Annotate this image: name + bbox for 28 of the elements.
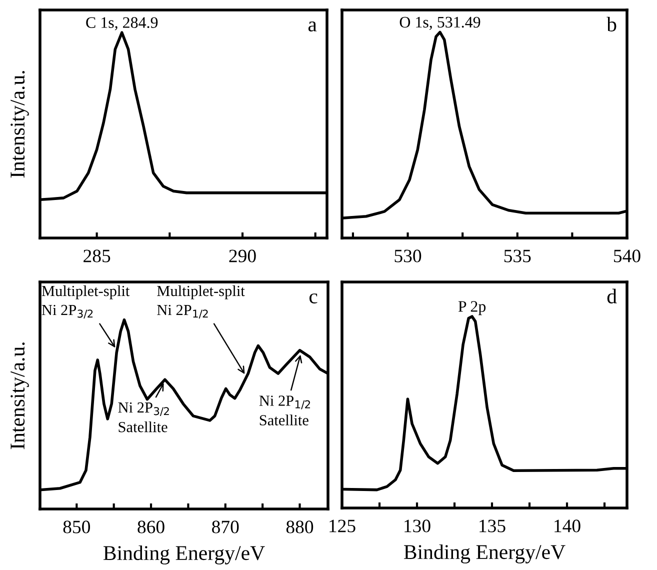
x-tick-label: 140	[554, 520, 580, 532]
y-axis-title: Intensity/a.u.	[10, 70, 29, 178]
chart-title: b	[606, 16, 616, 32]
chart-title: d	[607, 288, 617, 304]
x-tick-label: 135	[480, 520, 506, 532]
x-tick-label: 850	[63, 520, 90, 534]
annotation: C 1s, 284.9	[86, 17, 158, 30]
annotation: Multiplet-split Ni 2P$_{1/2}$	[157, 285, 245, 319]
x-tick-label: 125	[330, 520, 356, 532]
annotation: Ni 2P$_{1/2}$ Satellite	[259, 396, 310, 426]
x-tick-label: 540	[614, 250, 640, 262]
annotation: P 2p	[458, 301, 486, 316]
y-axis-title: Intensity/a.u.	[10, 342, 29, 450]
x-tick-label: 870	[212, 520, 239, 534]
x-tick-label: 860	[138, 520, 164, 534]
x-tick-label: 285	[84, 250, 110, 262]
chart-title: a	[308, 22, 317, 32]
x-tick-label: 130	[404, 520, 430, 532]
x-tick-label: 290	[229, 250, 256, 262]
chart-title: c	[309, 293, 318, 304]
annotation: O 1s, 531.49	[400, 16, 480, 30]
annotation: Ni 2P$_{3/2}$ Satellite	[118, 402, 169, 432]
x-axis-title: Binding Energy/eV	[404, 544, 566, 564]
x-tick-label: 535	[504, 250, 531, 262]
x-tick-label: 530	[394, 250, 422, 262]
x-axis-title: Binding Energy/eV	[103, 545, 265, 564]
x-tick-label: 880	[286, 520, 314, 534]
annotation: Multiplet-split Ni 2P$_{3/2}$	[42, 285, 130, 319]
